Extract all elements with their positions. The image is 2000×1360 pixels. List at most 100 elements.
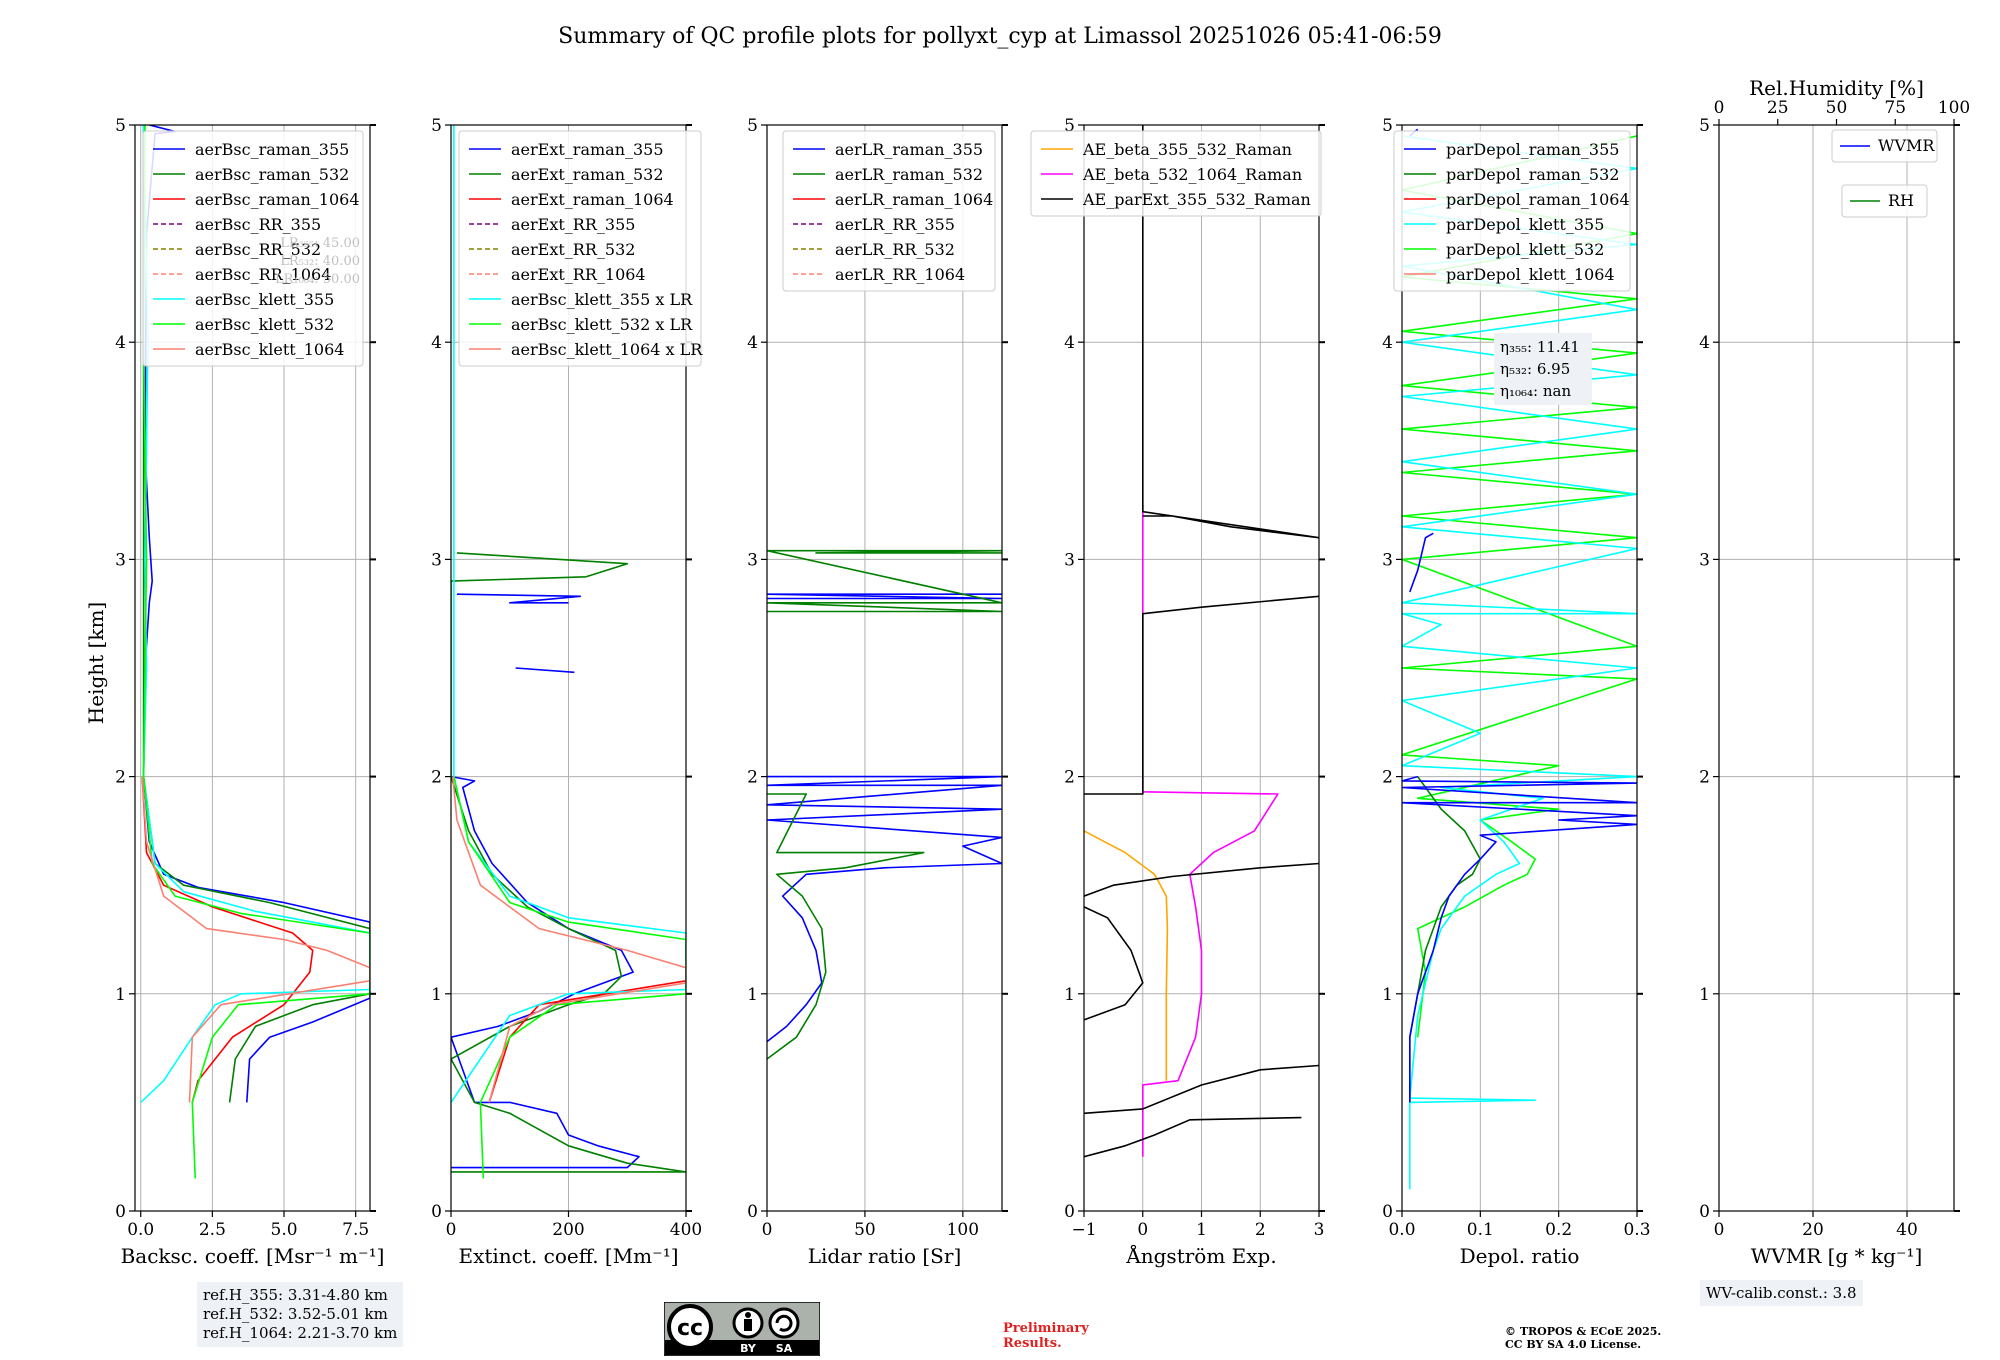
y-tick-label-lr: 0 [747,1202,758,1222]
legend-label-aerBsc_RR_532: aerBsc_RR_532 [195,240,321,259]
x-tick-label-ext: 0 [446,1220,457,1240]
legend-label-aerBsc_RR_355: aerBsc_RR_355 [195,215,321,234]
panel-ext: 0 200 400 0 1 2 3 4 5 Extinct. coeff. [Mm⁻¹] aerEx… [431,116,703,1268]
y-tick-label-wv: 4 [1699,333,1710,353]
preliminary-line-1: Preliminary [1003,1321,1089,1336]
series-aerBsc_klett_1064 x LR [452,776,686,1103]
legend-label-AE_beta_532_1064_Raman: AE_beta_532_1064_Raman [1082,165,1302,184]
wv-calibration-box: WV-calib.const.: 3.8 [1700,1280,1863,1306]
axes-frame-bsc [134,124,371,1212]
series-aerExt_raman_355c [456,593,582,604]
cc-license-badge: cc BY SA [664,1302,820,1356]
ref-height-355: ref.H_355: 3.31-4.80 km [203,1286,388,1304]
x-tick-label-ae: 3 [1314,1220,1325,1240]
y-tick-label-ae: 2 [1064,768,1075,788]
legend-label-parDepol_raman_1064: parDepol_raman_1064 [1446,190,1630,209]
y-tick-label-bsc: 4 [115,333,126,353]
y-tick-label-lr: 3 [747,550,758,570]
legend-label-aerBsc_klett_532 x LR: aerBsc_klett_532 x LR [511,315,693,334]
series-aerExt_raman_355b [515,667,575,674]
series-parDepol_klett_532 [1402,135,1637,1038]
axes-frame-ae [1083,124,1320,1212]
legend-label-aerBsc_raman_532: aerBsc_raman_532 [195,165,349,184]
y-tick-label-ext: 2 [431,768,442,788]
y-tick-label-bsc: 3 [115,550,126,570]
panel-dep: 0.0 0.1 0.2 0.3 0 1 2 3 4 5 Depol. ratio parDepol_r… [1382,116,1650,1268]
eta-note: η₁₀₆₄: nan [1500,382,1571,400]
x-tick-label-wv: 0 [1714,1220,1725,1240]
series-aerBsc_klett_1064 [141,776,370,1103]
y-tick-label-wv: 3 [1699,550,1710,570]
legend-label-aerExt_RR_355: aerExt_RR_355 [511,215,635,234]
x-axis-label-wv: WVMR [g * kg⁻¹] [1751,1244,1923,1268]
y-tick-label-wv: 0 [1699,1202,1710,1222]
legend-label-aerBsc_klett_355: aerBsc_klett_355 [195,290,334,309]
x-axis-label-ext: Extinct. coeff. [Mm⁻¹] [458,1244,678,1268]
series-aerExt_raman_355 [451,775,640,1169]
series-group-dep [1402,128,1637,1190]
y-tick-label-bsc: 5 [115,116,126,136]
legend-label-aerBsc_RR_1064: aerBsc_RR_1064 [195,265,331,284]
legend-box-ext [458,130,702,367]
x-tick-label-lr: 0 [762,1220,773,1240]
x2-tick-label-wv: 100 [1938,98,1970,118]
share-alike-icon [768,1307,800,1339]
x-axis-label-lr: Lidar ratio [Sr] [808,1244,962,1268]
y-axis-label: Height [km] [84,602,108,724]
legend-label-aerLR_raman_532: aerLR_raman_532 [835,165,983,184]
x-tick-label-ae: −1 [1071,1220,1096,1240]
sa-label: SA [776,1342,793,1355]
x-tick-label-wv: 40 [1896,1220,1918,1240]
y-tick-label-ext: 3 [431,550,442,570]
x2-axis-label-wv: Rel.Humidity [%] [1749,76,1924,100]
y-tick-label-ae: 3 [1064,550,1075,570]
x-tick-label-dep: 0.3 [1623,1220,1650,1240]
series-aerLR_raman_532b [767,549,1002,613]
x-tick-label-ext: 200 [552,1220,584,1240]
legend-label-aerLR_RR_355: aerLR_RR_355 [835,215,955,234]
panel-wv: 0 20 40 0 1 2 3 4 5 WVMR [g * kg⁻¹] 0 25 50 75 100 Rel.… [1699,76,1970,1268]
series-aerLR_raman_532 [767,793,925,1060]
y-tick-label-bsc: 1 [115,985,126,1005]
legend-label-parDepol_raman_355: parDepol_raman_355 [1446,140,1619,159]
legend-label-aerLR_RR_1064: aerLR_RR_1064 [835,265,965,284]
axes-frame-ext [450,124,687,1212]
x-tick-label-dep: 0.1 [1467,1220,1494,1240]
legend-label-aerBsc_klett_355 x LR: aerBsc_klett_355 x LR [511,290,693,309]
panel-lr: 0 50 100 0 1 2 3 4 5 Lidar ratio [Sr] aerLR_raman_… [747,116,1008,1268]
x-axis-label-bsc: Backsc. coeff. [Msr⁻¹ m⁻¹] [121,1244,385,1268]
y-tick-label-ae: 4 [1064,333,1075,353]
series-parDepol_klett_355 [1402,135,1637,1190]
series-AE_parExt_c [1084,906,1144,1021]
series-AE_parExt_d [1084,862,1319,897]
legend-label-aerBsc_klett_532: aerBsc_klett_532 [195,315,334,334]
x-tick-label-dep: 0.0 [1388,1220,1415,1240]
x-tick-label-ae: 0 [1137,1220,1148,1240]
legend-label-parDepol_klett_355: parDepol_klett_355 [1446,215,1604,234]
y-tick-label-dep: 2 [1382,768,1393,788]
series-group-ext [451,125,686,1179]
legend-label-aerLR_raman_355: aerLR_raman_355 [835,140,983,159]
y-tick-label-bsc: 2 [115,768,126,788]
legend-label-aerExt_RR_1064: aerExt_RR_1064 [511,265,646,284]
y-tick-label-dep: 3 [1382,550,1393,570]
legend-label-aerBsc_raman_355: aerBsc_raman_355 [195,140,349,159]
series-aerBsc_klett_532 [142,125,370,1179]
y-tick-label-dep: 5 [1382,116,1393,136]
reference-heights-box: ref.H_355: 3.31-4.80 km ref.H_532: 3.52-… [197,1282,404,1347]
series-parDepol_raman_355b [1409,532,1434,593]
legend-label-parDepol_klett_1064: parDepol_klett_1064 [1446,265,1615,284]
y-tick-label-ext: 1 [431,985,442,1005]
series-group-ae [1084,125,1319,1158]
figure-title: Summary of QC profile plots for pollyxt_… [558,24,1442,49]
preliminary-note: Preliminary Results. [1003,1321,1089,1351]
y-tick-label-ae: 0 [1064,1202,1075,1222]
panels: 0.0 2.5 5.0 7.5 0 1 2 3 4 5 Backsc. coeff. [Msr⁻¹ … [115,76,1970,1268]
lidar-ratio-note: LR₃₅₅: 45.00 [280,236,360,251]
x2-tick-label-wv: 75 [1884,98,1906,118]
y-tick-label-wv: 1 [1699,985,1710,1005]
lidar-ratio-note: LR₅₃₂: 40.00 [280,254,360,269]
y-tick-label-wv: 5 [1699,116,1710,136]
